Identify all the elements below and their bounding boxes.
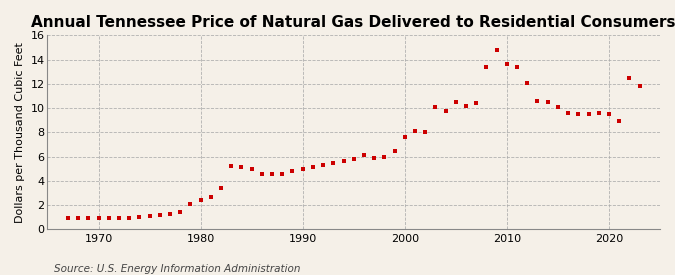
Point [634, 84, 645, 89]
Point [553, 105, 564, 109]
Point [205, 195, 216, 199]
Point [103, 216, 114, 220]
Point [236, 165, 247, 170]
Point [185, 202, 196, 206]
Point [522, 80, 533, 85]
Point [614, 119, 624, 124]
Point [348, 157, 359, 161]
Point [542, 100, 553, 104]
Point [175, 210, 186, 214]
Point [165, 211, 176, 216]
Point [379, 154, 389, 159]
Text: Source: U.S. Energy Information Administration: Source: U.S. Energy Information Administ… [54, 264, 300, 274]
Point [113, 216, 124, 220]
Point [246, 166, 257, 171]
Point [308, 165, 319, 170]
Point [93, 216, 104, 220]
Point [73, 216, 84, 220]
Point [226, 164, 237, 169]
Point [593, 111, 604, 115]
Point [195, 198, 206, 202]
Title: Annual Tennessee Price of Natural Gas Delivered to Residential Consumers: Annual Tennessee Price of Natural Gas De… [32, 15, 675, 30]
Point [512, 65, 522, 69]
Point [420, 130, 431, 134]
Point [338, 159, 349, 164]
Point [410, 129, 421, 133]
Point [430, 105, 441, 109]
Point [144, 214, 155, 218]
Point [369, 156, 379, 161]
Point [624, 76, 634, 80]
Point [603, 112, 614, 116]
Point [328, 160, 339, 165]
Point [583, 112, 594, 116]
Point [277, 171, 288, 176]
Point [400, 135, 410, 139]
Point [450, 100, 461, 104]
Point [287, 169, 298, 173]
Point [502, 62, 512, 67]
Point [134, 215, 144, 219]
Point [124, 216, 134, 220]
Point [471, 101, 482, 105]
Point [491, 48, 502, 52]
Point [215, 186, 226, 190]
Point [256, 171, 267, 176]
Point [563, 111, 574, 115]
Point [389, 148, 400, 153]
Point [155, 213, 165, 217]
Point [83, 216, 94, 220]
Point [573, 112, 584, 116]
Point [532, 99, 543, 103]
Point [358, 153, 369, 158]
Point [481, 65, 492, 69]
Point [318, 163, 329, 167]
Point [440, 108, 451, 113]
Point [63, 216, 74, 220]
Y-axis label: Dollars per Thousand Cubic Feet: Dollars per Thousand Cubic Feet [15, 42, 25, 223]
Point [297, 166, 308, 171]
Point [460, 103, 471, 108]
Point [267, 171, 277, 176]
